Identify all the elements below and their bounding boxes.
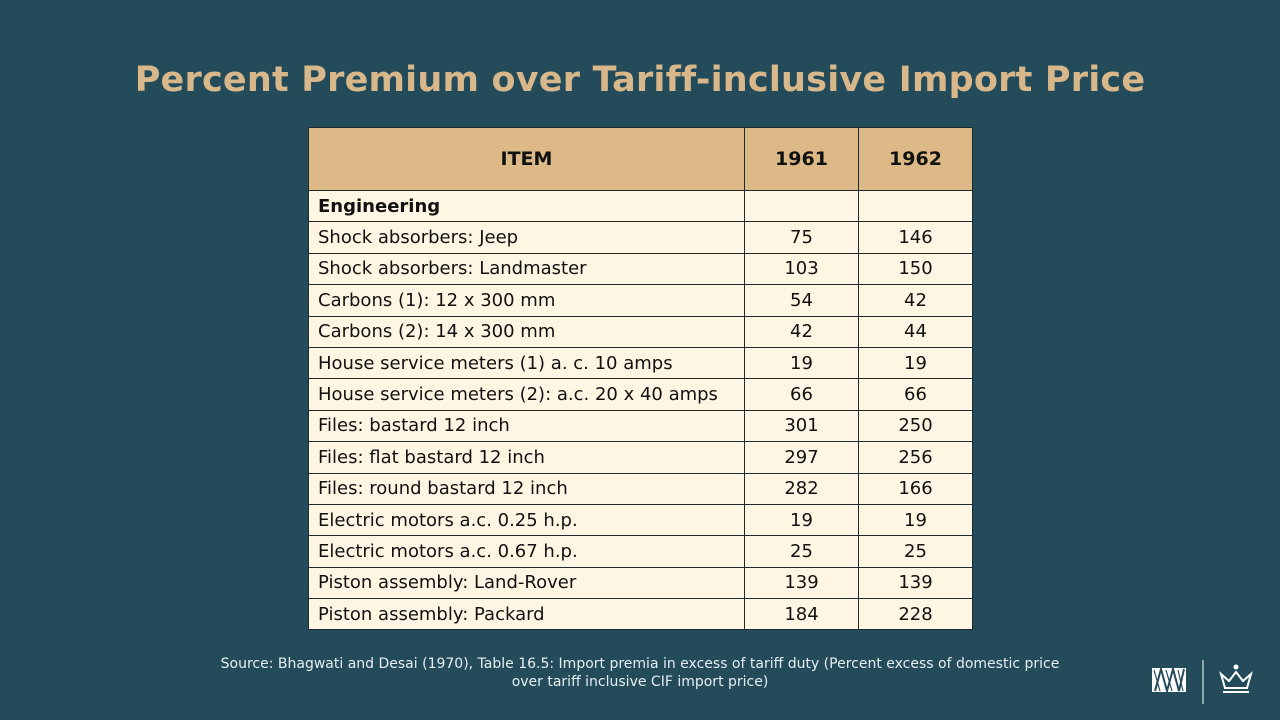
row-value-1962: 44 — [858, 315, 973, 348]
row-value-1962: 66 — [858, 378, 973, 411]
row-item-label: Files: bastard 12 inch — [308, 409, 745, 443]
table-row: Electric motors a.c. 0.67 h.p. 25 25 — [308, 535, 973, 568]
row-value-1962: 19 — [858, 503, 973, 537]
row-value-1961: 75 — [744, 221, 859, 254]
crown-icon — [1219, 664, 1253, 693]
row-item-label: Electric motors a.c. 0.25 h.p. — [308, 503, 745, 537]
row-value-1961: 297 — [744, 441, 859, 474]
table-row: Carbons (1): 12 x 300 mm 54 42 — [308, 284, 973, 317]
table-cell — [744, 189, 859, 223]
row-value-1961: 301 — [744, 409, 859, 443]
row-value-1962: 256 — [858, 441, 973, 474]
premium-table: ITEM 1961 1962 Engineering Shock absorbe… — [308, 127, 973, 631]
table-row: Shock absorbers: Jeep 75 146 — [308, 221, 973, 254]
table-row: Carbons (2): 14 x 300 mm 42 44 — [308, 315, 973, 348]
table-row: Electric motors a.c. 0.25 h.p. 19 19 — [308, 503, 973, 537]
row-value-1962: 166 — [858, 472, 973, 505]
row-value-1961: 19 — [744, 346, 859, 380]
row-value-1962: 25 — [858, 535, 973, 568]
table-row: Piston assembly: Packard 184 228 — [308, 598, 973, 631]
row-value-1961: 25 — [744, 535, 859, 568]
slide-title: Percent Premium over Tariff-inclusive Im… — [134, 60, 1146, 100]
section-row: Engineering — [308, 189, 973, 223]
row-value-1961: 184 — [744, 598, 859, 631]
row-value-1961: 19 — [744, 503, 859, 537]
row-item-label: Shock absorbers: Landmaster — [308, 252, 745, 286]
source-line-1: Source: Bhagwati and Desai (1970), Table… — [220, 656, 1060, 672]
row-value-1962: 146 — [858, 221, 973, 254]
row-item-label: House service meters (2): a.c. 20 x 40 a… — [308, 378, 745, 411]
row-item-label: Files: flat bastard 12 inch — [308, 441, 745, 474]
row-item-label: Piston assembly: Packard — [308, 598, 745, 631]
table-row: Files: round bastard 12 inch 282 166 — [308, 472, 973, 505]
row-item-label: Carbons (2): 14 x 300 mm — [308, 315, 745, 348]
row-value-1962: 139 — [858, 566, 973, 600]
table-row: House service meters (2): a.c. 20 x 40 a… — [308, 378, 973, 411]
row-value-1961: 42 — [744, 315, 859, 348]
row-item-label: Carbons (1): 12 x 300 mm — [308, 284, 745, 317]
row-item-label: Electric motors a.c. 0.67 h.p. — [308, 535, 745, 568]
row-value-1961: 66 — [744, 378, 859, 411]
row-value-1961: 103 — [744, 252, 859, 286]
header-1961: 1961 — [744, 127, 859, 191]
source-note: Source: Bhagwati and Desai (1970), Table… — [190, 655, 1090, 691]
table-row: House service meters (1) a. c. 10 amps 19… — [308, 346, 973, 380]
row-value-1962: 42 — [858, 284, 973, 317]
table-cell — [858, 189, 973, 223]
row-value-1961: 282 — [744, 472, 859, 505]
row-value-1961: 54 — [744, 284, 859, 317]
row-item-label: House service meters (1) a. c. 10 amps — [308, 346, 745, 380]
row-value-1961: 139 — [744, 566, 859, 600]
header-1962: 1962 — [858, 127, 973, 191]
row-value-1962: 228 — [858, 598, 973, 631]
table-row: Piston assembly: Land-Rover 139 139 — [308, 566, 973, 600]
logo-group — [1150, 660, 1260, 704]
row-item-label: Files: round bastard 12 inch — [308, 472, 745, 505]
row-item-label: Piston assembly: Land-Rover — [308, 566, 745, 600]
table-row: Shock absorbers: Landmaster 103 150 — [308, 252, 973, 286]
header-item: ITEM — [308, 127, 745, 191]
section-label: Engineering — [308, 189, 745, 223]
logo-svg — [1152, 660, 1253, 704]
table-header-row: ITEM 1961 1962 — [308, 127, 973, 191]
columbia-monogram-icon — [1152, 665, 1186, 695]
row-value-1962: 19 — [858, 346, 973, 380]
row-value-1962: 250 — [858, 409, 973, 443]
table-row: Files: flat bastard 12 inch 297 256 — [308, 441, 973, 474]
row-value-1962: 150 — [858, 252, 973, 286]
source-line-2: over tariff inclusive CIF import price) — [511, 674, 769, 690]
row-item-label: Shock absorbers: Jeep — [308, 221, 745, 254]
table-row: Files: bastard 12 inch 301 250 — [308, 409, 973, 443]
